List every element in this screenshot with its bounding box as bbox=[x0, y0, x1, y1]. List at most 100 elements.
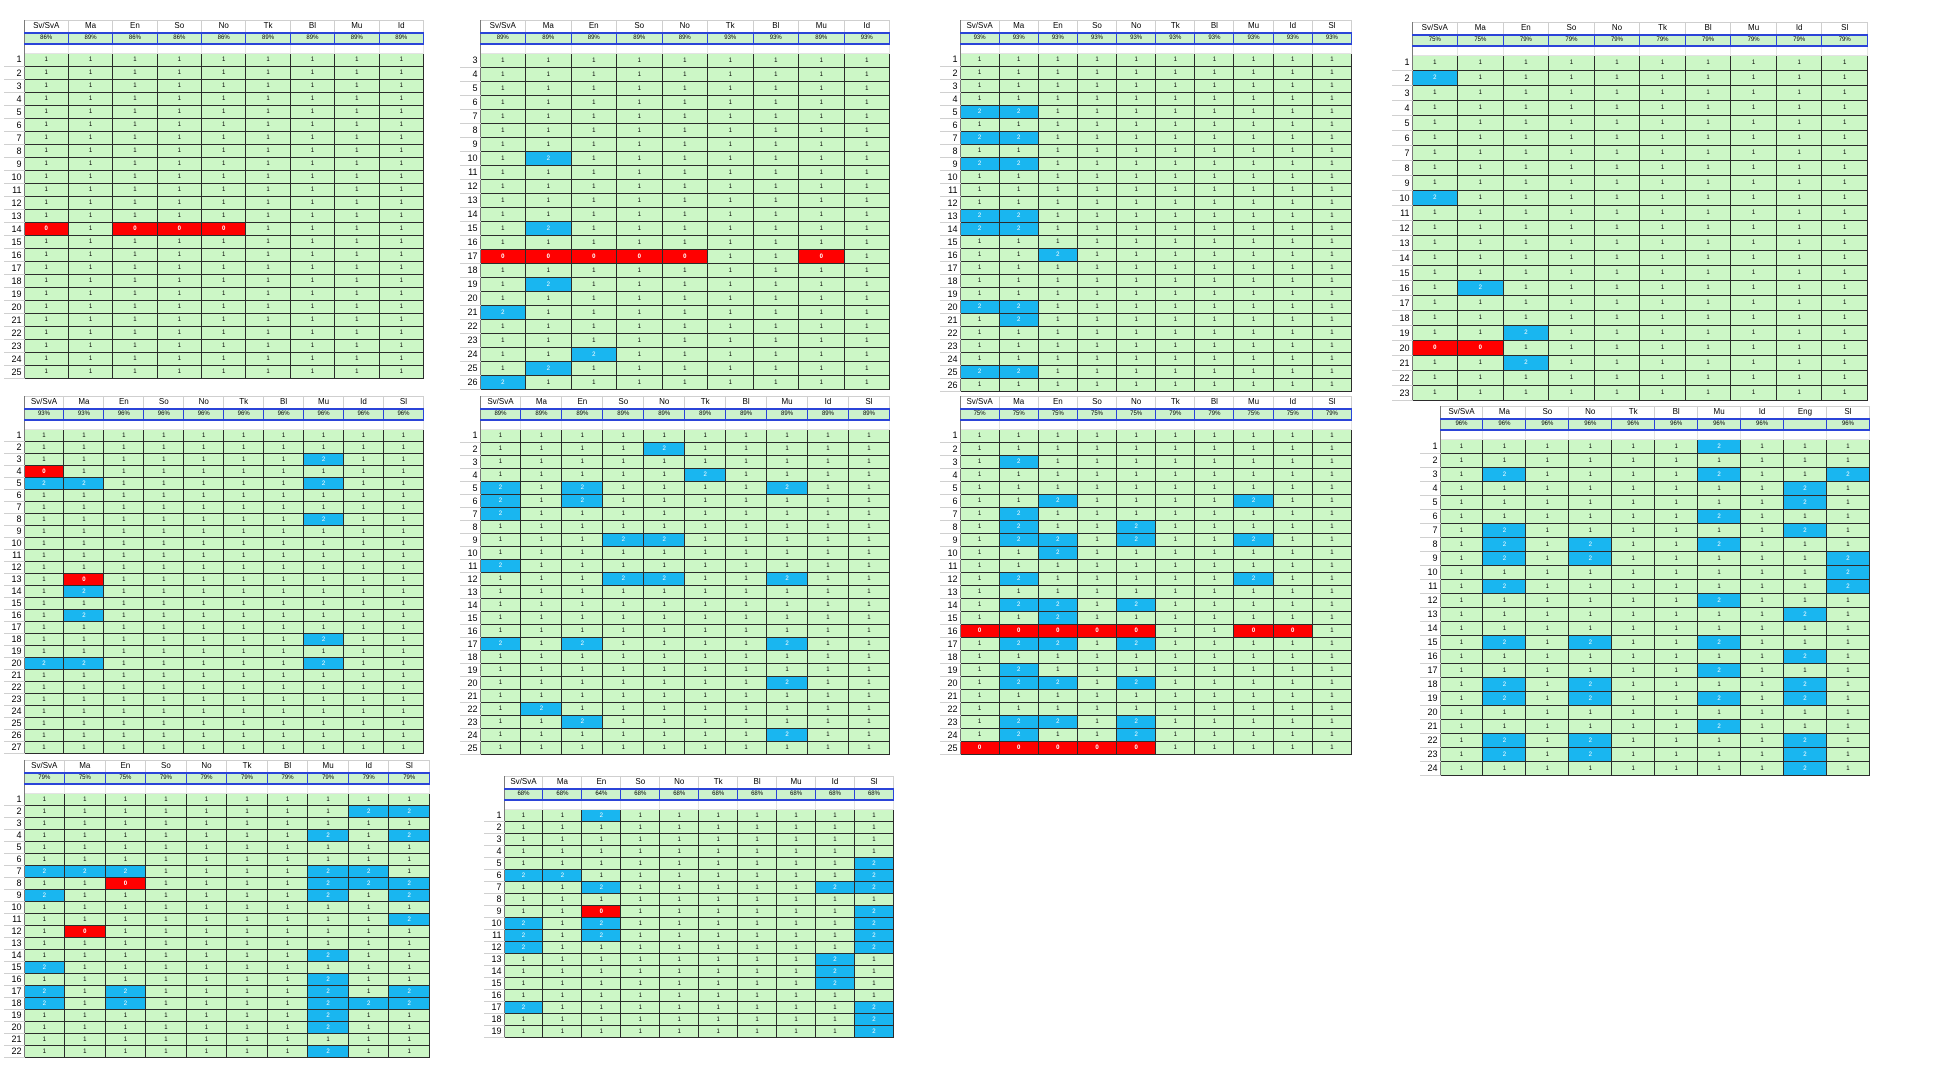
grade-cell[interactable]: 1 bbox=[1639, 145, 1686, 161]
grade-cell[interactable]: 2 bbox=[1783, 495, 1827, 510]
grade-cell[interactable]: 1 bbox=[659, 809, 700, 822]
grade-cell[interactable]: 2 bbox=[581, 917, 622, 930]
grade-cell[interactable]: 1 bbox=[542, 857, 583, 870]
grade-cell[interactable]: 1 bbox=[1457, 250, 1504, 266]
grade-cell[interactable]: 1 bbox=[707, 277, 754, 292]
grade-cell[interactable]: 1 bbox=[303, 429, 344, 442]
grade-cell[interactable]: 1 bbox=[1783, 663, 1827, 678]
grade-cell[interactable]: 1 bbox=[725, 455, 768, 469]
grade-cell[interactable]: 1 bbox=[1825, 509, 1871, 524]
grade-cell[interactable]: 1 bbox=[183, 429, 225, 442]
grade-cell[interactable]: 1 bbox=[67, 209, 114, 223]
grade-cell[interactable]: 1 bbox=[183, 477, 225, 490]
grade-cell[interactable]: 1 bbox=[343, 477, 384, 490]
grade-cell[interactable]: 1 bbox=[1194, 507, 1235, 521]
grade-cell[interactable]: 1 bbox=[103, 453, 145, 466]
grade-cell[interactable]: 1 bbox=[1311, 546, 1353, 560]
grade-cell[interactable]: 1 bbox=[479, 728, 522, 742]
grade-cell[interactable]: 1 bbox=[1037, 339, 1078, 353]
grade-cell[interactable]: 1 bbox=[520, 455, 563, 469]
grade-cell[interactable]: 1 bbox=[145, 817, 187, 830]
grade-cell[interactable]: 1 bbox=[1740, 593, 1784, 608]
grade-cell[interactable]: 1 bbox=[103, 429, 145, 442]
grade-cell[interactable]: 1 bbox=[1568, 565, 1613, 580]
grade-cell[interactable]: 1 bbox=[1525, 607, 1570, 622]
grade-cell[interactable]: 0 bbox=[1037, 624, 1078, 638]
grade-cell[interactable]: 1 bbox=[289, 105, 336, 119]
grade-cell[interactable]: 1 bbox=[1272, 326, 1313, 340]
grade-cell[interactable]: 1 bbox=[1076, 689, 1118, 703]
grade-cell[interactable]: 2 bbox=[853, 941, 895, 954]
grade-cell[interactable]: 1 bbox=[343, 501, 384, 514]
grade-cell[interactable]: 1 bbox=[1233, 170, 1274, 184]
grade-cell[interactable]: 1 bbox=[1548, 250, 1595, 266]
grade-cell[interactable]: 1 bbox=[156, 261, 203, 275]
grade-cell[interactable]: 1 bbox=[1821, 295, 1868, 311]
grade-cell[interactable]: 1 bbox=[707, 333, 754, 348]
grade-cell[interactable]: 1 bbox=[766, 598, 808, 612]
grade-cell[interactable]: 1 bbox=[156, 274, 203, 288]
grade-cell[interactable]: 1 bbox=[67, 365, 114, 379]
grade-cell[interactable]: 1 bbox=[245, 66, 291, 80]
grade-cell[interactable]: 1 bbox=[1654, 509, 1699, 524]
grade-cell[interactable]: 1 bbox=[1155, 170, 1196, 184]
grade-cell[interactable]: 1 bbox=[1155, 494, 1196, 508]
grade-cell[interactable]: 1 bbox=[289, 144, 336, 158]
grade-cell[interactable]: 1 bbox=[1548, 280, 1595, 296]
grade-cell[interactable]: 1 bbox=[1525, 593, 1570, 608]
grade-cell[interactable]: 1 bbox=[1457, 235, 1504, 251]
grade-cell[interactable]: 1 bbox=[853, 845, 895, 858]
grade-cell[interactable]: 1 bbox=[1502, 250, 1550, 266]
grade-cell[interactable]: 1 bbox=[1730, 265, 1777, 281]
grade-cell[interactable]: 1 bbox=[847, 715, 891, 729]
grade-cell[interactable]: 1 bbox=[1272, 637, 1313, 651]
grade-cell[interactable]: 1 bbox=[766, 468, 808, 482]
grade-cell[interactable]: 1 bbox=[1311, 559, 1353, 573]
grade-cell[interactable]: 1 bbox=[23, 79, 69, 93]
grade-cell[interactable]: 1 bbox=[1194, 235, 1235, 249]
grade-cell[interactable]: 0 bbox=[998, 741, 1039, 755]
grade-cell[interactable]: 1 bbox=[807, 728, 849, 742]
grade-cell[interactable]: 1 bbox=[1525, 747, 1570, 762]
grade-cell[interactable]: 1 bbox=[1311, 572, 1353, 586]
grade-cell[interactable]: 1 bbox=[1311, 533, 1353, 547]
grade-cell[interactable]: 1 bbox=[1697, 621, 1742, 636]
grade-cell[interactable]: 1 bbox=[1611, 467, 1656, 482]
grade-cell[interactable]: 1 bbox=[67, 131, 114, 145]
grade-cell[interactable]: 1 bbox=[602, 611, 645, 625]
grade-cell[interactable]: 1 bbox=[659, 845, 700, 858]
grade-cell[interactable]: 1 bbox=[959, 468, 1000, 482]
grade-cell[interactable]: 1 bbox=[185, 997, 228, 1010]
grade-cell[interactable]: 1 bbox=[847, 455, 891, 469]
grade-cell[interactable]: 1 bbox=[698, 893, 739, 906]
grade-cell[interactable]: 1 bbox=[23, 609, 65, 622]
grade-cell[interactable]: 1 bbox=[263, 585, 305, 598]
grade-cell[interactable]: 1 bbox=[959, 53, 1000, 67]
grade-cell[interactable]: 1 bbox=[1684, 355, 1732, 371]
grade-cell[interactable]: 1 bbox=[525, 305, 572, 320]
grade-cell[interactable]: 2 bbox=[1482, 635, 1527, 650]
grade-cell[interactable]: 1 bbox=[479, 165, 526, 180]
grade-cell[interactable]: 1 bbox=[378, 300, 424, 314]
grade-cell[interactable]: 1 bbox=[1783, 593, 1827, 608]
grade-cell[interactable]: 1 bbox=[1076, 313, 1118, 327]
grade-cell[interactable]: 1 bbox=[263, 645, 305, 658]
grade-cell[interactable]: 1 bbox=[1272, 520, 1313, 534]
grade-cell[interactable]: 1 bbox=[1825, 593, 1871, 608]
grade-cell[interactable]: 1 bbox=[737, 989, 778, 1002]
grade-cell[interactable]: 1 bbox=[64, 1045, 106, 1058]
grade-cell[interactable]: 1 bbox=[245, 53, 291, 67]
grade-cell[interactable]: 1 bbox=[23, 877, 66, 890]
grade-cell[interactable]: 1 bbox=[1697, 733, 1742, 748]
grade-cell[interactable]: 0 bbox=[112, 222, 158, 236]
grade-cell[interactable]: 1 bbox=[1076, 702, 1118, 716]
grade-cell[interactable]: 1 bbox=[1233, 611, 1274, 625]
grade-cell[interactable]: 1 bbox=[263, 525, 305, 538]
grade-cell[interactable]: 1 bbox=[382, 573, 425, 586]
grade-cell[interactable]: 1 bbox=[1457, 175, 1504, 191]
grade-cell[interactable]: 1 bbox=[245, 326, 291, 340]
grade-cell[interactable]: 1 bbox=[843, 361, 890, 376]
grade-cell[interactable]: 1 bbox=[1568, 719, 1613, 734]
grade-cell[interactable]: 1 bbox=[581, 941, 622, 954]
grade-cell[interactable]: 2 bbox=[1116, 598, 1157, 612]
